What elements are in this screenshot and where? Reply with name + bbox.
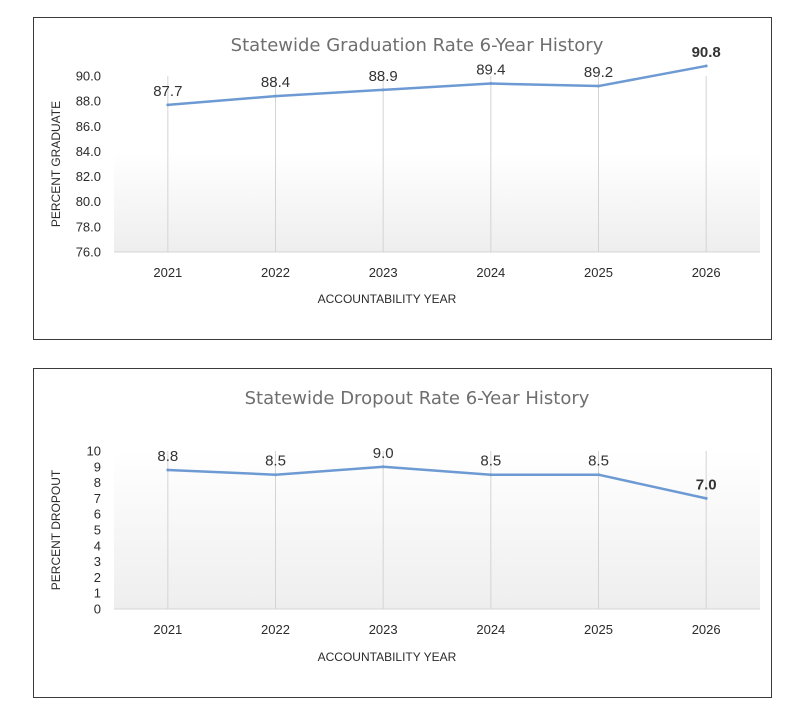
dropout-rate-chart: Statewide Dropout Rate 6-Year History 10 9… xyxy=(33,368,772,698)
drop-x-tick-label: 2021 xyxy=(153,622,182,637)
grad-data-label: 88.4 xyxy=(261,74,290,91)
grad-data-label: 89.2 xyxy=(584,64,613,81)
grad-data-label: 89.4 xyxy=(476,62,505,79)
graduation-rate-chart: Statewide Graduation Rate 6-Year History… xyxy=(33,17,772,340)
drop-x-tick-label: 2026 xyxy=(692,622,721,637)
drop-y-tick-label: 9 xyxy=(94,459,101,474)
graduation-chart-svg: Statewide Graduation Rate 6-Year History… xyxy=(49,35,760,306)
drop-data-point xyxy=(489,473,493,477)
grad-y-tick-label: 82.0 xyxy=(76,169,101,184)
drop-y-tick-label: 6 xyxy=(94,507,101,522)
grad-x-tick-label: 2022 xyxy=(261,265,290,280)
drop-data-label: 8.5 xyxy=(265,453,286,470)
grad-chart-title: Statewide Graduation Rate 6-Year History xyxy=(231,35,604,56)
drop-x-tick-label: 2022 xyxy=(261,622,290,637)
drop-x-tick-label: 2024 xyxy=(476,622,505,637)
grad-y-tick-label: 80.0 xyxy=(76,194,101,209)
grad-x-tick-label: 2026 xyxy=(692,265,721,280)
grad-plot-background xyxy=(114,153,760,252)
drop-x-tick-label: 2023 xyxy=(369,622,398,637)
grad-x-tick-label: 2023 xyxy=(369,265,398,280)
grad-y-axis-title: PERCENT GRADUATE xyxy=(49,101,63,227)
grad-data-point xyxy=(274,94,277,98)
grad-x-tick-label: 2024 xyxy=(476,265,505,280)
grad-series-line xyxy=(166,64,708,107)
grad-data-point xyxy=(381,88,385,92)
drop-x-axis-title: ACCOUNTABILITY YEAR xyxy=(318,650,457,664)
drop-data-point xyxy=(274,473,277,477)
drop-y-tick-label: 1 xyxy=(94,586,101,601)
drop-data-point xyxy=(381,465,385,469)
grad-y-tick-label: 76.0 xyxy=(76,245,101,260)
drop-data-label: 8.5 xyxy=(588,453,609,470)
drop-chart-title: Statewide Dropout Rate 6-Year History xyxy=(245,388,590,409)
grad-y-tick-label: 86.0 xyxy=(76,119,101,134)
grad-data-label: 88.9 xyxy=(369,68,398,85)
drop-plot-background xyxy=(114,451,760,609)
drop-data-label: 9.0 xyxy=(373,445,394,462)
drop-data-label: 7.0 xyxy=(696,476,717,493)
grad-data-label: 90.8 xyxy=(692,44,721,61)
grad-x-tick-label: 2025 xyxy=(584,265,613,280)
drop-data-point xyxy=(166,468,170,472)
drop-data-point xyxy=(597,473,600,477)
grad-x-tick-label: 2021 xyxy=(153,265,182,280)
drop-y-tick-label: 7 xyxy=(94,491,101,506)
grad-y-tick-label: 90.0 xyxy=(76,69,101,84)
grad-y-tick-label: 78.0 xyxy=(76,219,101,234)
drop-y-tick-label: 5 xyxy=(94,523,101,538)
drop-y-tick-label: 2 xyxy=(94,570,101,585)
drop-y-tick-label: 10 xyxy=(87,444,101,459)
grad-y-tick-label: 88.0 xyxy=(76,94,101,109)
grad-data-point xyxy=(166,103,170,107)
grad-data-label: 87.7 xyxy=(153,83,182,100)
grad-data-point xyxy=(597,84,600,88)
drop-data-point xyxy=(704,496,708,500)
drop-y-tick-label: 0 xyxy=(94,602,101,617)
drop-y-tick-label: 8 xyxy=(94,475,101,490)
grad-data-point xyxy=(489,82,493,86)
drop-y-tick-label: 3 xyxy=(94,554,101,569)
grad-x-axis-title: ACCOUNTABILITY YEAR xyxy=(318,292,457,306)
drop-data-label: 8.8 xyxy=(157,448,178,465)
drop-y-axis-title: PERCENT DROPOUT xyxy=(49,469,63,590)
drop-y-tick-label: 4 xyxy=(94,538,101,553)
drop-series-line xyxy=(166,465,708,500)
dropout-chart-svg: Statewide Dropout Rate 6-Year History109… xyxy=(49,388,760,664)
drop-data-label: 8.5 xyxy=(480,453,501,470)
drop-x-tick-label: 2025 xyxy=(584,622,613,637)
grad-data-point xyxy=(704,64,708,68)
grad-y-tick-label: 84.0 xyxy=(76,144,101,159)
